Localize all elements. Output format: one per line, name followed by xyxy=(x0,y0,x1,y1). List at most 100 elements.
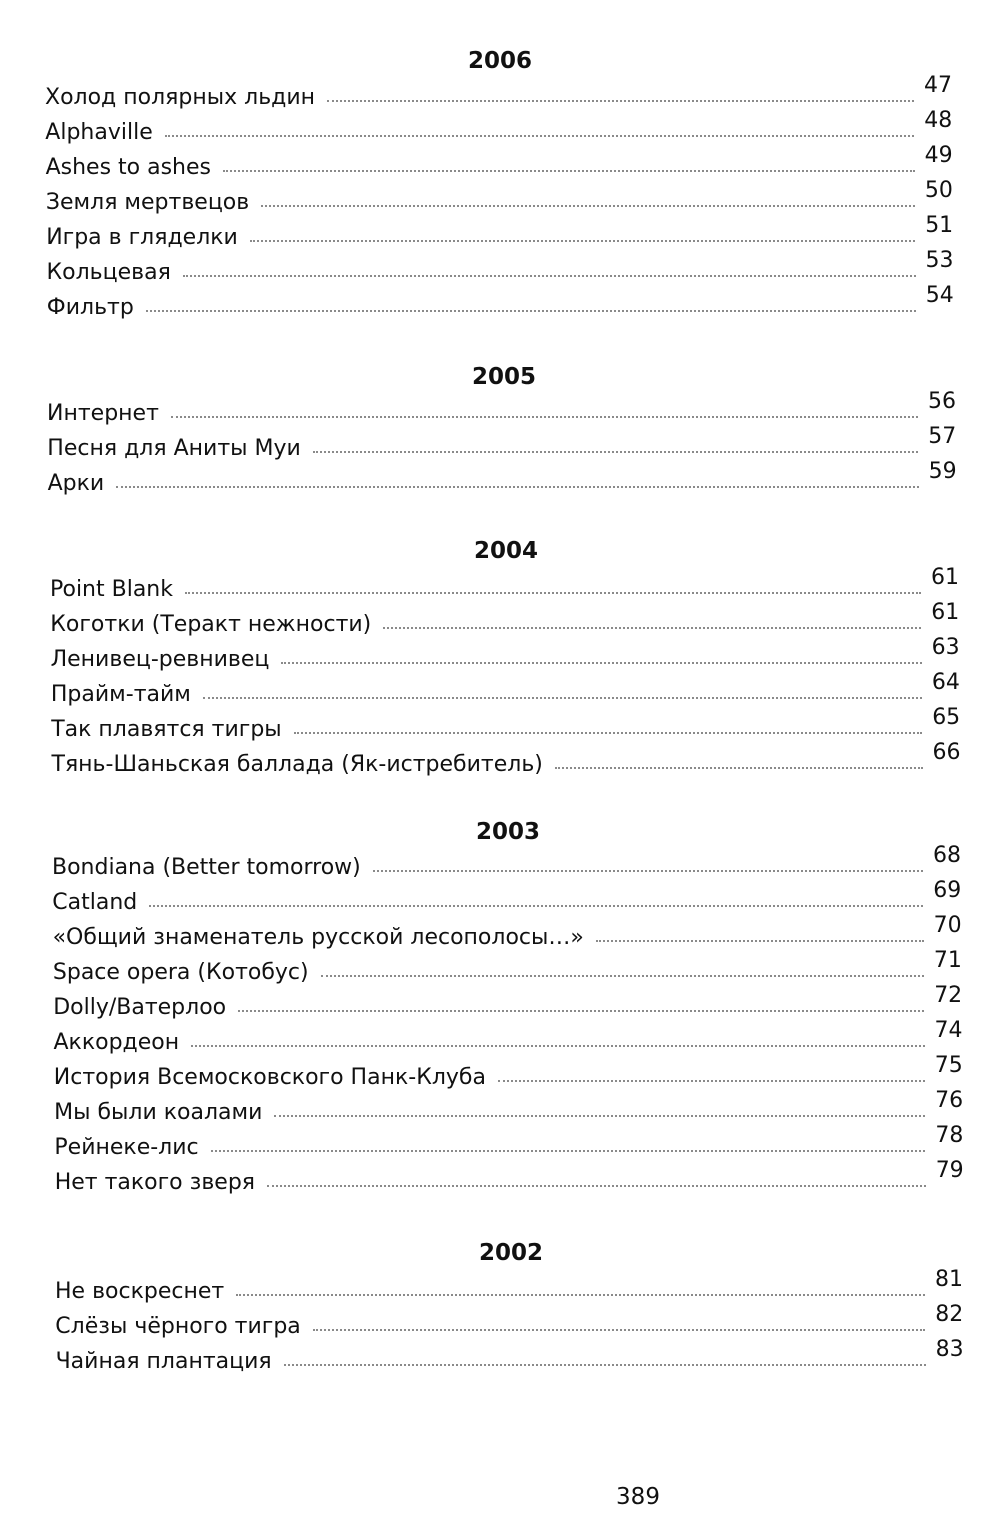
entry-page-number: 81 xyxy=(935,1267,963,1292)
dot-leader xyxy=(554,767,923,769)
section-year-heading: 2006 xyxy=(467,48,532,74)
toc-entry: Песня для Аниты Муи 57 xyxy=(47,424,956,461)
entry-page-number: 63 xyxy=(931,635,960,660)
dot-leader xyxy=(249,240,916,242)
dot-leader xyxy=(170,416,918,418)
toc-entry: Space opera (Котобус) 71 xyxy=(52,948,962,985)
section-year-heading: 2004 xyxy=(473,538,538,564)
entry-page-number: 61 xyxy=(931,565,959,590)
toc-entry: Коготки (Теракт нежности) 61 xyxy=(50,600,959,637)
entry-title: Так плавятся тигры xyxy=(51,717,282,742)
toc-entry: Прайм-тайм 64 xyxy=(51,670,960,707)
entry-title: Игра в гляделки xyxy=(46,225,238,250)
dot-leader xyxy=(191,1045,925,1047)
entry-title: «Общий знаменатель русской лесополосы…» xyxy=(52,925,584,950)
dot-leader xyxy=(267,1185,926,1187)
dot-leader xyxy=(182,275,916,277)
entry-title: Холод полярных льдин xyxy=(45,85,316,110)
dot-leader xyxy=(261,205,915,207)
toc-entry: «Общий знаменатель русской лесополосы…» 7… xyxy=(52,913,962,950)
entry-title: Alphaville xyxy=(45,120,153,145)
toc-entry: Арки 59 xyxy=(47,459,957,496)
entry-title: Слёзы чёрного тигра xyxy=(55,1314,301,1339)
dot-leader xyxy=(293,732,923,734)
dot-leader xyxy=(149,905,924,907)
entry-page-number: 53 xyxy=(925,248,954,273)
entry-title: Space opera (Котобус) xyxy=(52,960,309,985)
dot-leader xyxy=(236,1294,925,1296)
dot-leader xyxy=(223,170,915,172)
dot-leader xyxy=(164,135,915,137)
entry-page-number: 49 xyxy=(924,143,953,168)
entry-page-number: 64 xyxy=(931,670,960,695)
toc-entry: Point Blank 61 xyxy=(50,565,959,602)
toc-entry: Так плавятся тигры 65 xyxy=(51,705,960,742)
dot-leader xyxy=(497,1080,925,1082)
toc-entry: Кольцевая 53 xyxy=(46,248,954,285)
toc-entry: Рейнеке-лис 78 xyxy=(54,1123,963,1160)
toc-entry: Холод полярных льдин 47 xyxy=(45,73,952,110)
dot-leader xyxy=(274,1115,926,1117)
entry-title: Фильтр xyxy=(46,295,134,320)
toc-entry: Нет такого зверя 79 xyxy=(54,1158,964,1195)
dot-leader xyxy=(327,100,914,102)
entry-page-number: 59 xyxy=(928,459,957,484)
dot-leader xyxy=(383,627,922,629)
entry-title: Ashes to ashes xyxy=(45,155,212,180)
entry-title: Мы были коалами xyxy=(54,1100,263,1125)
entry-title: Нет такого зверя xyxy=(54,1170,256,1195)
entry-title: Не воскреснет xyxy=(55,1279,225,1304)
toc-entry: Мы были коалами 76 xyxy=(54,1088,963,1125)
dot-leader xyxy=(185,592,921,594)
entry-title: Арки xyxy=(47,471,105,496)
toc-entry: Bondiana (Better tomorrow) 68 xyxy=(52,843,961,880)
dot-leader xyxy=(238,1010,925,1012)
entry-title: Рейнеке-лис xyxy=(54,1135,199,1160)
entry-title: Песня для Аниты Муи xyxy=(47,436,301,461)
entry-page-number: 54 xyxy=(925,283,954,308)
entry-page-number: 75 xyxy=(934,1053,963,1078)
entry-title: Чайная плантация xyxy=(55,1349,272,1374)
toc-entry: Интернет 56 xyxy=(47,389,956,426)
dot-leader xyxy=(312,1329,926,1331)
entry-title: Point Blank xyxy=(50,577,173,602)
entry-page-number: 69 xyxy=(933,878,962,903)
entry-page-number: 83 xyxy=(935,1337,964,1362)
entry-page-number: 76 xyxy=(935,1088,964,1113)
entry-page-number: 78 xyxy=(935,1123,964,1148)
toc-entry: Dolly/Ватерлоо 72 xyxy=(53,983,962,1020)
entry-page-number: 72 xyxy=(934,983,963,1008)
toc-entry: Аккордеон 74 xyxy=(54,1018,963,1055)
entry-title: Интернет xyxy=(47,401,159,426)
entry-title: Земля мертвецов xyxy=(45,190,250,215)
entry-title: Catland xyxy=(52,890,138,915)
dot-leader xyxy=(595,940,924,942)
entry-page-number: 51 xyxy=(925,213,954,238)
entry-page-number: 50 xyxy=(924,178,953,203)
dot-leader xyxy=(320,975,924,977)
entry-page-number: 57 xyxy=(928,424,957,449)
dot-leader xyxy=(372,870,923,872)
entry-page-number: 66 xyxy=(932,740,961,765)
toc-entry: Catland 69 xyxy=(52,878,961,915)
section-year-heading: 2003 xyxy=(475,819,540,845)
entry-title: Коготки (Теракт нежности) xyxy=(50,612,372,637)
toc-entry: Не воскреснет 81 xyxy=(55,1267,963,1304)
entry-page-number: 48 xyxy=(924,108,953,133)
entry-page-number: 65 xyxy=(932,705,961,730)
page-number: 389 xyxy=(616,1484,660,1510)
entry-title: Кольцевая xyxy=(46,260,171,285)
dot-leader xyxy=(116,486,919,488)
entry-page-number: 82 xyxy=(935,1302,964,1327)
toc-entry: Игра в гляделки 51 xyxy=(46,213,953,250)
entry-title: Ленивец-ревнивец xyxy=(50,647,270,672)
toc-entry: Земля мертвецов 50 xyxy=(45,178,953,215)
toc-entry: Ashes to ashes 49 xyxy=(45,143,953,180)
dot-leader xyxy=(202,697,922,699)
entry-page-number: 74 xyxy=(934,1018,963,1043)
dot-leader xyxy=(312,451,919,453)
entry-page-number: 61 xyxy=(931,600,960,625)
entry-title: Dolly/Ватерлоо xyxy=(53,995,227,1020)
dot-leader xyxy=(283,1364,926,1366)
entry-page-number: 68 xyxy=(933,843,961,868)
